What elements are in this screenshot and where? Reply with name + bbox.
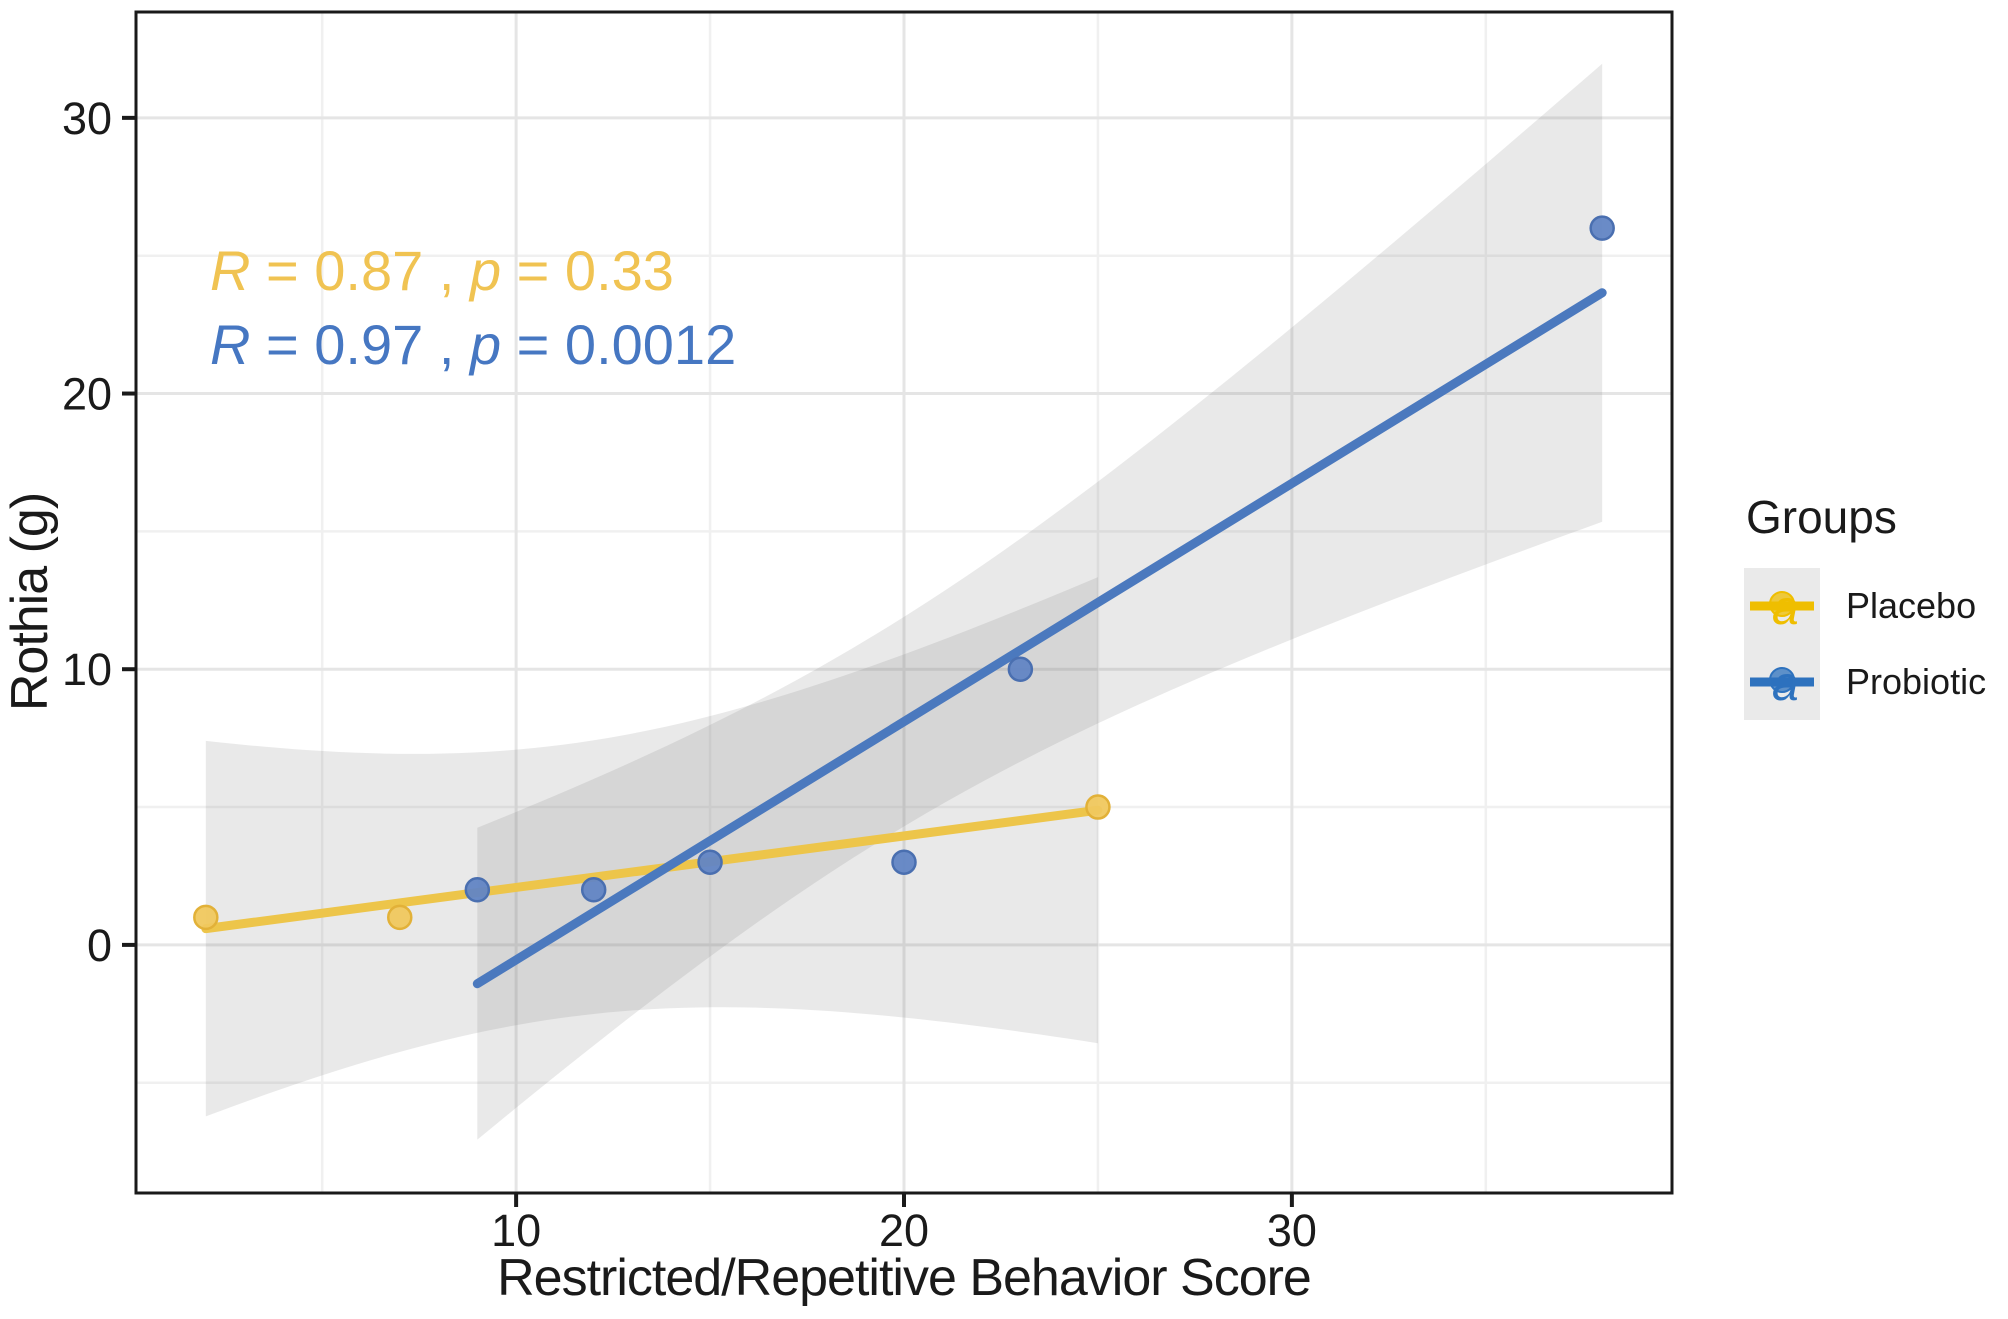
legend-key-probiotic: a [1744, 644, 1820, 720]
r-value: = 0.97 , [250, 313, 470, 376]
legend-title: Groups [1746, 491, 1897, 543]
y-tick-label: 20 [62, 369, 112, 420]
x-axis-title: Restricted/Repetitive Behavior Score [497, 1249, 1312, 1307]
data-point-probiotic [697, 849, 723, 875]
x-tick-label: 30 [1267, 1205, 1317, 1256]
panel-border [134, 10, 1674, 1195]
legend-label-probiotic: Probiotic [1846, 661, 1987, 702]
placebo-correlation-annotation: R = 0.87 , p = 0.33 [210, 238, 674, 303]
confidence-band-placebo [205, 577, 1098, 1117]
legend-item-probiotic: a Probiotic [1744, 644, 1986, 720]
data-point-placebo [387, 904, 413, 931]
legend-item-placebo: a Placebo [1744, 568, 1986, 644]
y-tick-label: 0 [87, 920, 112, 971]
legend: Groups a Placebo a Probiotic [1744, 490, 1986, 720]
r-symbol: R [210, 313, 251, 376]
legend-key-glyph-icon: a [1750, 658, 1814, 711]
p-value: = 0.33 [501, 239, 674, 302]
x-tick-label: 10 [491, 1205, 541, 1256]
legend-key-glyph-icon: a [1750, 582, 1814, 635]
p-symbol: p [469, 313, 502, 376]
p-value: = 0.0012 [501, 313, 737, 376]
r-value: = 0.87 , [250, 239, 470, 302]
data-point-placebo [1085, 794, 1111, 820]
legend-key-placebo: a [1744, 568, 1820, 644]
data-point-probiotic [1007, 656, 1034, 682]
data-point-probiotic [464, 877, 491, 903]
data-point-probiotic [1589, 215, 1615, 241]
data-point-probiotic [891, 849, 917, 875]
p-symbol: p [469, 239, 502, 302]
regression-line-placebo [201, 805, 1103, 934]
data-point-probiotic [580, 877, 607, 903]
confidence-band-probiotic [477, 63, 1603, 1140]
data-point-placebo [193, 904, 219, 931]
regression-line-probiotic [472, 288, 1607, 989]
y-tick-label: 30 [62, 93, 112, 144]
probiotic-correlation-annotation: R = 0.97 , p = 0.0012 [210, 312, 736, 377]
legend-label-placebo: Placebo [1846, 585, 1977, 626]
y-axis-title: Rothia (g) [1, 492, 59, 712]
y-tick-label: 10 [62, 644, 112, 695]
x-tick-label: 20 [879, 1205, 929, 1256]
r-symbol: R [210, 239, 251, 302]
